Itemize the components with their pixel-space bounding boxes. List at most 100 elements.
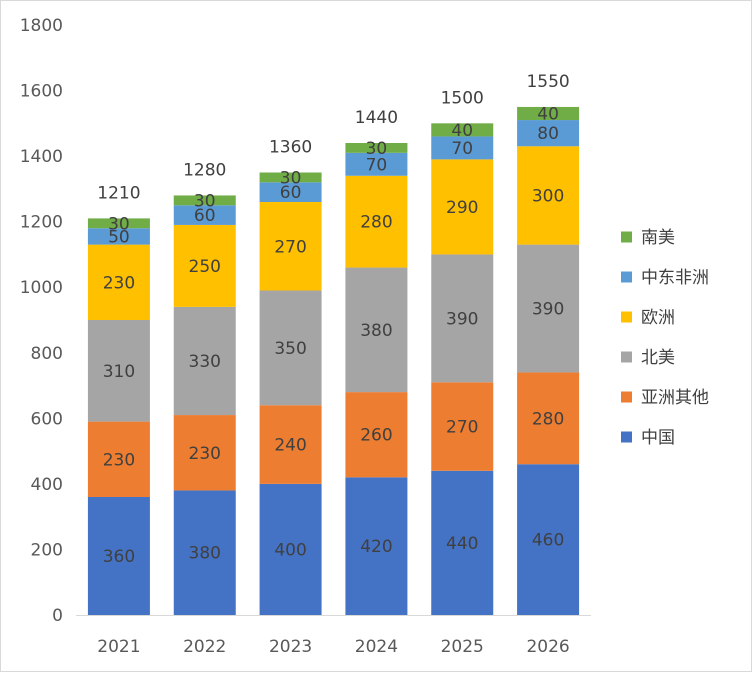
legend-swatch bbox=[621, 231, 632, 243]
bar-data-label: 70 bbox=[366, 155, 388, 175]
bar-data-label: 280 bbox=[532, 409, 564, 429]
bar-total-label: 1440 bbox=[355, 108, 398, 128]
y-axis: 0 200 400 600 800 1000 1200 1400 1600 1800 bbox=[20, 16, 63, 626]
bar-data-label: 420 bbox=[360, 537, 392, 557]
bar-data-label: 50 bbox=[108, 227, 130, 247]
bar-segment bbox=[345, 175, 408, 268]
legend-label: 南美 bbox=[641, 228, 675, 248]
bar-data-label: 350 bbox=[274, 339, 306, 359]
bar-segment bbox=[517, 372, 580, 465]
bar-data-label: 60 bbox=[194, 206, 216, 226]
bar-data-label: 60 bbox=[280, 183, 302, 203]
legend-swatch bbox=[621, 391, 632, 403]
bar-segment bbox=[87, 228, 150, 245]
bar-segment bbox=[259, 290, 322, 406]
y-tick-label: 800 bbox=[31, 344, 63, 364]
bar-segment bbox=[345, 267, 408, 393]
bar-data-label: 40 bbox=[537, 105, 559, 125]
y-tick-label: 0 bbox=[52, 606, 63, 626]
bar-data-label: 230 bbox=[103, 450, 135, 470]
bar-total-label: 1500 bbox=[441, 88, 484, 108]
bar-total-label: 1550 bbox=[526, 72, 569, 92]
x-axis: 2021 2022 2023 2024 2025 2026 bbox=[76, 615, 591, 657]
y-tick-label: 600 bbox=[31, 409, 63, 429]
bars-group: 3602303102305030121038023033025060301280… bbox=[87, 72, 580, 615]
bar-data-label: 380 bbox=[360, 321, 392, 341]
bar-segment bbox=[345, 152, 408, 176]
bar-total-label: 1360 bbox=[269, 138, 312, 158]
y-tick-label: 1000 bbox=[20, 278, 63, 298]
x-tick-label: 2021 bbox=[97, 637, 140, 657]
bar-data-label: 250 bbox=[189, 257, 221, 277]
bar-segment bbox=[259, 405, 322, 484]
legend-swatch bbox=[621, 351, 632, 363]
bar-segment bbox=[173, 205, 236, 225]
bar-segment bbox=[517, 244, 580, 373]
bar-total-label: 1280 bbox=[183, 160, 226, 180]
legend-label: 亚洲其他 bbox=[641, 388, 709, 408]
bar-segment bbox=[173, 415, 236, 491]
bar-segment bbox=[345, 143, 408, 153]
bar-segment bbox=[173, 306, 236, 416]
bar-data-label: 70 bbox=[451, 139, 473, 159]
bar-segment bbox=[345, 392, 408, 478]
bar-data-label: 440 bbox=[446, 534, 478, 554]
bar-data-label: 380 bbox=[189, 544, 221, 564]
bar-data-label: 240 bbox=[274, 436, 306, 456]
bar-data-label: 460 bbox=[532, 531, 564, 551]
x-tick-label: 2025 bbox=[441, 637, 484, 657]
bar-segment bbox=[87, 218, 150, 229]
bar-data-label: 270 bbox=[446, 418, 478, 438]
x-tick-label: 2023 bbox=[269, 637, 312, 657]
bar-segment bbox=[431, 382, 494, 471]
bar-data-label: 360 bbox=[103, 547, 135, 567]
bar-data-label: 390 bbox=[532, 300, 564, 320]
y-tick-label: 1800 bbox=[20, 16, 63, 36]
bar-data-label: 270 bbox=[274, 237, 306, 257]
bar-segment bbox=[259, 202, 322, 291]
bar-data-label: 230 bbox=[189, 444, 221, 464]
legend-label: 欧洲 bbox=[641, 308, 675, 328]
y-tick-label: 1600 bbox=[20, 82, 63, 102]
bar-segment bbox=[517, 464, 580, 615]
bar-segment bbox=[173, 195, 236, 206]
bar-segment bbox=[173, 224, 236, 307]
bar-data-label: 30 bbox=[280, 168, 302, 188]
bar-segment bbox=[431, 159, 494, 255]
bar-segment bbox=[431, 254, 494, 383]
y-tick-label: 400 bbox=[31, 475, 63, 495]
legend-swatch bbox=[621, 431, 632, 443]
bar-segment bbox=[87, 497, 150, 615]
x-tick-label: 2024 bbox=[355, 637, 398, 657]
y-tick-label: 1200 bbox=[20, 213, 63, 233]
bar-segment bbox=[259, 182, 322, 202]
y-tick-label: 1400 bbox=[20, 147, 63, 167]
legend-swatch bbox=[621, 311, 632, 323]
bar-segment bbox=[259, 483, 322, 615]
bar-data-label: 30 bbox=[366, 139, 388, 159]
x-tick-label: 2022 bbox=[183, 637, 226, 657]
x-tick-label: 2026 bbox=[526, 637, 569, 657]
y-tick-label: 200 bbox=[31, 540, 63, 560]
bar-segment bbox=[345, 477, 408, 615]
legend-label: 中东非洲 bbox=[641, 268, 709, 288]
bar-segment bbox=[173, 490, 236, 615]
bar-data-label: 80 bbox=[537, 124, 559, 144]
bar-segment bbox=[431, 470, 494, 615]
bar-data-label: 390 bbox=[446, 309, 478, 329]
bar-segment bbox=[431, 123, 494, 137]
bar-data-label: 310 bbox=[103, 362, 135, 382]
bar-data-label: 230 bbox=[103, 273, 135, 293]
bar-segment bbox=[87, 320, 150, 422]
legend-label: 中国 bbox=[641, 428, 675, 448]
bar-data-label: 30 bbox=[194, 191, 216, 211]
bar-data-label: 300 bbox=[532, 186, 564, 206]
bar-segment bbox=[87, 244, 150, 320]
bar-data-label: 290 bbox=[446, 198, 478, 218]
bar-segment bbox=[259, 172, 322, 183]
bar-data-label: 30 bbox=[108, 214, 130, 234]
bar-data-label: 330 bbox=[189, 352, 221, 372]
